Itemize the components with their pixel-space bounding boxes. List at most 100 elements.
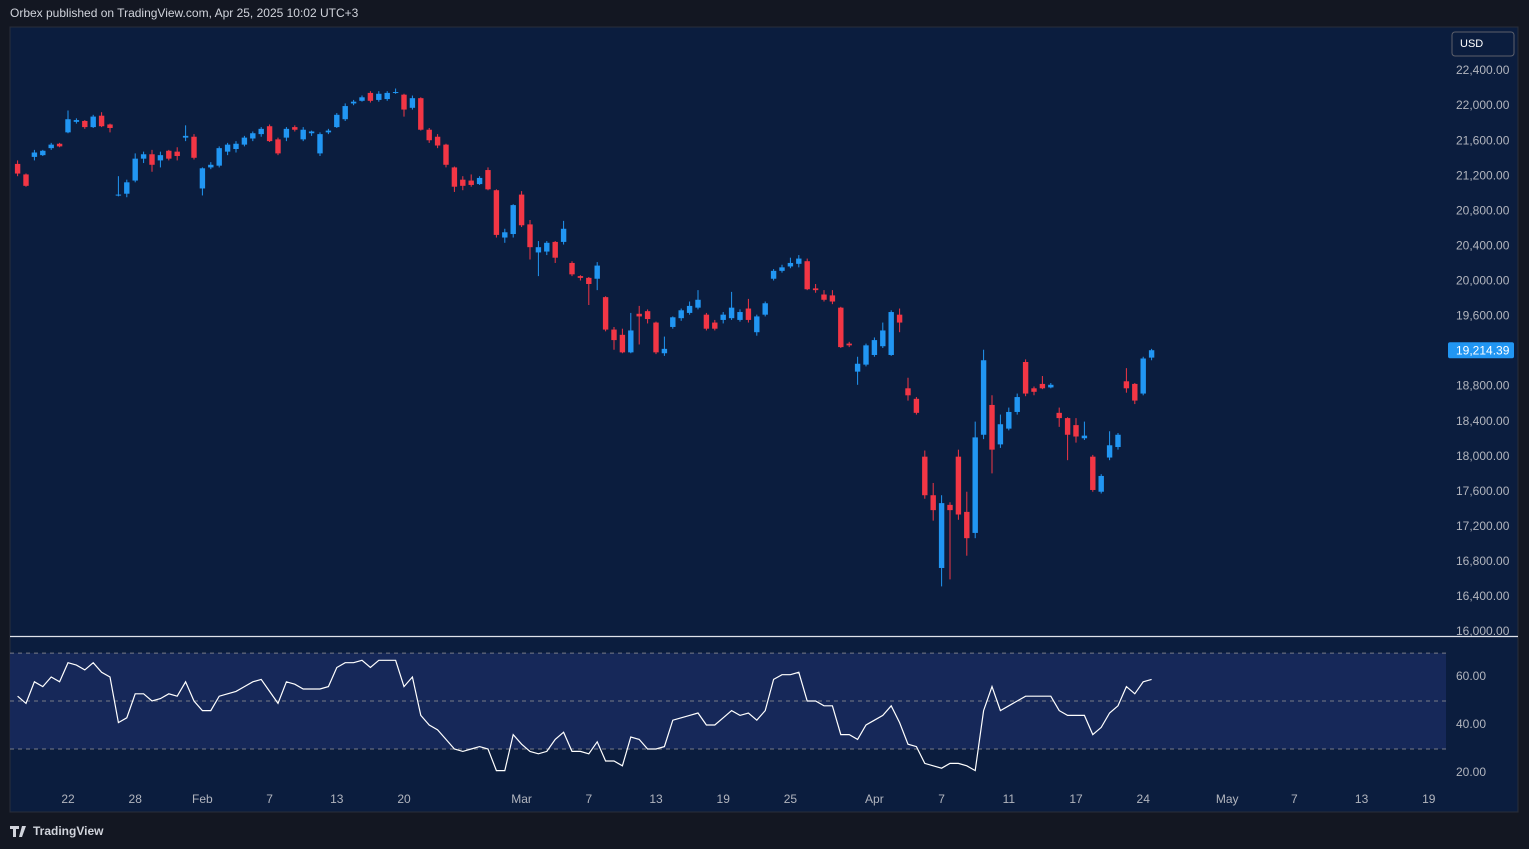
y-tick-label: 18,800.00 (1456, 379, 1510, 393)
candle-body (770, 270, 777, 279)
candle-body (1064, 418, 1071, 435)
candle-body (661, 348, 668, 354)
y-tick-label: 22,000.00 (1456, 98, 1510, 112)
x-tick-label: 7 (266, 792, 273, 806)
candle-body (938, 503, 945, 568)
candle-body (989, 404, 995, 450)
candle-body (586, 277, 592, 284)
candle-body (342, 106, 348, 120)
candle-body (157, 155, 164, 161)
candle-body (1056, 412, 1062, 419)
currency-label: USD (1460, 38, 1483, 50)
candle-body (350, 101, 357, 104)
x-tick-label: Apr (865, 792, 884, 806)
candle-body (325, 130, 332, 133)
candle-body (65, 119, 71, 133)
candle-body (502, 232, 508, 238)
candle-body (334, 114, 340, 128)
candle-body (140, 154, 147, 159)
candle-body (787, 262, 794, 267)
candle-body (1048, 384, 1054, 388)
candle-body (115, 194, 122, 196)
candle-body (569, 262, 575, 275)
candle-body (838, 307, 844, 348)
candle-body (1123, 381, 1130, 389)
y-tick-label: 17,600.00 (1456, 484, 1510, 498)
y-tick-label: 20,000.00 (1456, 274, 1510, 288)
candle-body (728, 307, 735, 319)
y-tick-label: 16,400.00 (1456, 589, 1510, 603)
candle-body (510, 205, 516, 235)
y-tick-label: 22,400.00 (1456, 63, 1510, 77)
candle-body (1081, 435, 1088, 439)
candle-body (258, 128, 264, 135)
candle-body (577, 276, 584, 278)
x-tick-label: 7 (938, 792, 945, 806)
candle-body (56, 143, 63, 147)
candle-body (686, 305, 693, 313)
candle-body (292, 127, 298, 130)
candle-body (1022, 362, 1029, 394)
candle-body (166, 150, 172, 159)
candle-body (468, 180, 474, 185)
x-tick-label: May (1216, 792, 1239, 806)
y-tick-label: 18,400.00 (1456, 414, 1510, 428)
currency-box[interactable] (1451, 31, 1515, 57)
candle-body (401, 94, 407, 110)
candle-body (216, 148, 222, 166)
candle-body (1073, 425, 1079, 437)
candle-body (426, 129, 432, 141)
candle-body (250, 133, 256, 139)
candle-body (1148, 350, 1155, 358)
y-tick-label: 16,800.00 (1456, 554, 1510, 568)
candle-body (317, 134, 323, 154)
candle-body (888, 312, 894, 355)
candle-body (1006, 411, 1012, 429)
candle-body (703, 314, 710, 329)
candle-body (208, 164, 214, 168)
y-tick-label: 19,600.00 (1456, 309, 1510, 323)
candle-body (124, 182, 130, 194)
candle-body (107, 124, 113, 128)
candle-body (31, 152, 38, 157)
candle-body (90, 116, 96, 128)
candle-body (518, 194, 525, 226)
candle-body (880, 330, 886, 347)
candle-body (1039, 383, 1046, 389)
candle-body (754, 316, 760, 333)
candle-body (266, 126, 273, 142)
candle-body (636, 313, 642, 317)
y-tick-label: 18,000.00 (1456, 449, 1510, 463)
candle-body (48, 144, 54, 149)
x-tick-label: 19 (717, 792, 731, 806)
candle-body (359, 97, 365, 101)
candle-body (174, 151, 180, 157)
candle-body (964, 511, 970, 539)
candle-body (1098, 475, 1104, 492)
candle-body (644, 311, 651, 320)
candle-body (896, 314, 903, 323)
candle-body (434, 136, 441, 146)
candle-body (191, 136, 197, 158)
candle-body (544, 242, 550, 252)
candle-body (863, 345, 869, 365)
candle-body (846, 343, 852, 346)
candle-body (149, 154, 155, 165)
candle-body (199, 168, 206, 189)
candle-body (712, 322, 718, 329)
x-tick-label: 25 (784, 792, 798, 806)
rsi-tick-label: 40.00 (1456, 717, 1486, 731)
candle-body (14, 163, 21, 174)
candle-body (1115, 434, 1121, 448)
candle-body (602, 297, 609, 330)
rsi-tick-label: 60.00 (1456, 669, 1486, 683)
plot-layer: 16,000.00 16,400.00 16,800.00 17,200.00 17,6… (10, 63, 1514, 806)
candle-body (980, 360, 987, 435)
x-tick-label: 13 (649, 792, 663, 806)
candle-body (376, 93, 382, 100)
brand-name: TradingView (33, 824, 104, 838)
y-tick-label: 17,200.00 (1456, 519, 1510, 533)
x-tick-label: 7 (1291, 792, 1298, 806)
